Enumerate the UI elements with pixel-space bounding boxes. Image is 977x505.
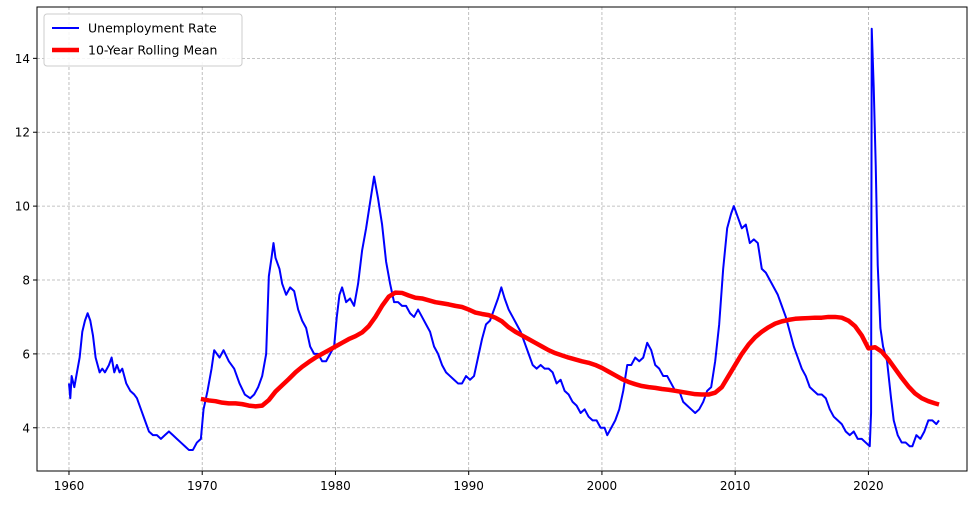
series-line-10-year-rolling-mean <box>200 290 940 409</box>
y-tick-label: 6 <box>22 347 30 361</box>
x-tick-label: 1990 <box>453 479 484 493</box>
plot-area <box>37 7 967 471</box>
x-axis: 1960 1970 1980 1990 2000 2010 2020 <box>54 471 884 493</box>
y-tick-label: 8 <box>22 274 30 288</box>
plot-frame <box>36 6 968 472</box>
y-tick-label: 10 <box>15 200 30 214</box>
y-tick-label: 14 <box>15 52 30 66</box>
x-tick-label: 2010 <box>720 479 751 493</box>
y-axis: 4 6 8 10 12 14 <box>15 52 37 435</box>
y-tick-label: 12 <box>15 126 30 140</box>
series-line-unemployment-rate <box>67 27 940 451</box>
x-tick-label: 2020 <box>853 479 884 493</box>
legend-label-unemployment-rate: Unemployment Rate <box>88 21 217 36</box>
y-tick-label: 4 <box>22 421 30 435</box>
x-tick-label: 2000 <box>587 479 618 493</box>
legend-box <box>43 13 243 67</box>
legend-label-10-year-rolling-mean: 10-Year Rolling Mean <box>88 43 217 58</box>
x-tick-label: 1980 <box>320 479 351 493</box>
x-tick-label: 1970 <box>187 479 218 493</box>
x-tick-label: 1960 <box>54 479 85 493</box>
legend: Unemployment Rate 10-Year Rolling Mean <box>43 13 243 67</box>
series-layer <box>67 27 940 451</box>
